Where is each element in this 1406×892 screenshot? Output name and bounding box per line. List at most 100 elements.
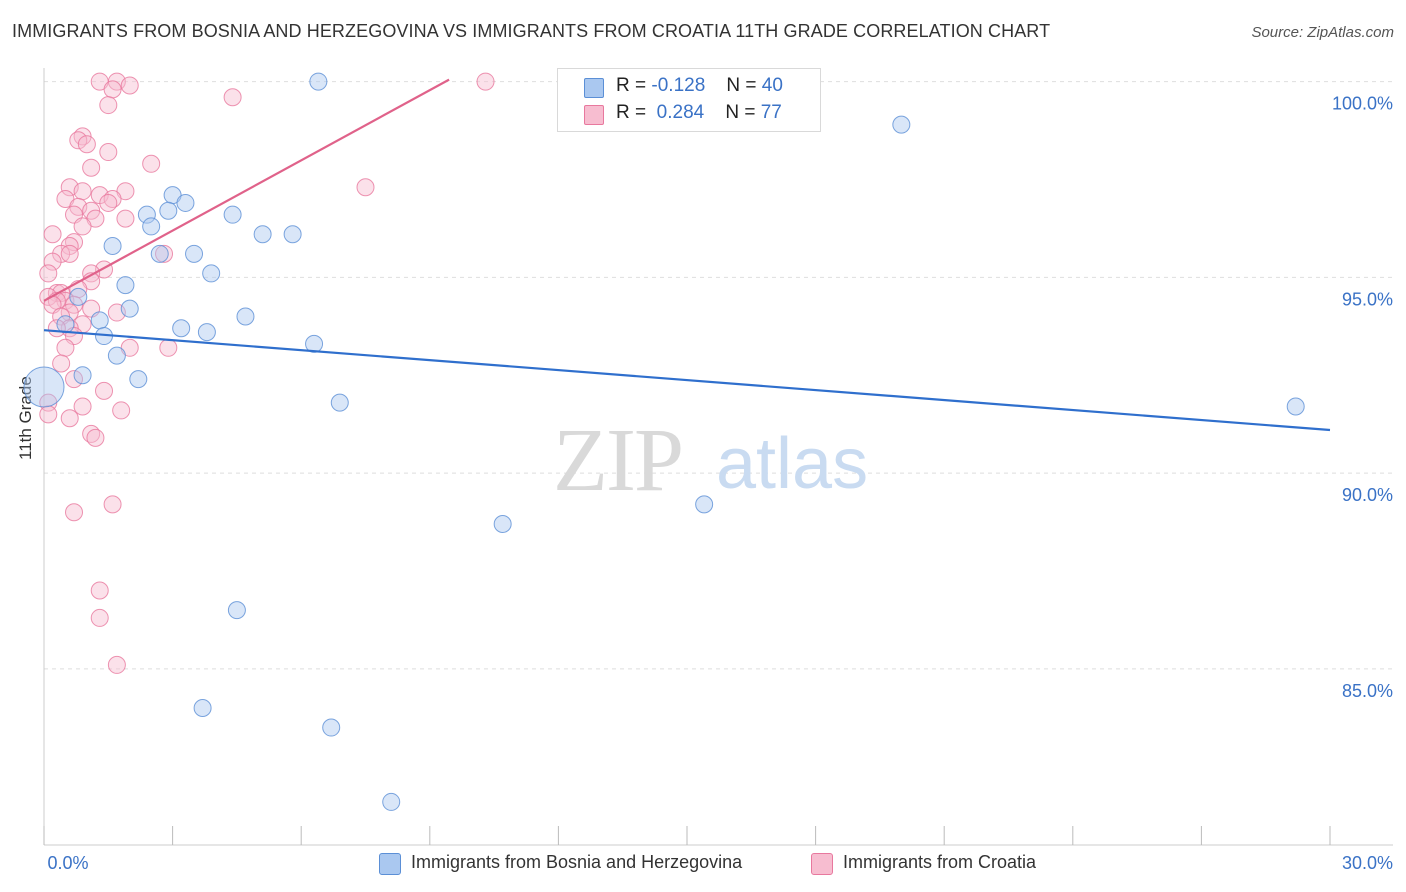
croatia-point — [73, 182, 92, 201]
croatia-point — [73, 217, 92, 236]
watermark-zip: ZIP — [553, 411, 682, 510]
croatia-point — [90, 608, 109, 627]
bosnia-points — [23, 72, 1305, 811]
x-tick-label: 30.0% — [1342, 853, 1393, 873]
bosnia-point — [322, 718, 341, 737]
croatia-point — [95, 381, 114, 400]
bosnia-point — [493, 514, 512, 533]
croatia-point — [86, 428, 105, 447]
croatia-point — [73, 397, 92, 416]
croatia-points — [39, 72, 495, 674]
croatia-point — [60, 303, 79, 322]
bosnia-point — [695, 495, 714, 514]
bosnia-point — [56, 315, 75, 334]
croatia-point — [356, 178, 375, 197]
bosnia-point — [23, 366, 65, 408]
croatia-point — [103, 80, 122, 99]
legend-r-label: R = — [616, 75, 647, 96]
croatia-point — [99, 143, 118, 162]
bosnia-point — [116, 276, 135, 295]
croatia-point — [155, 244, 174, 263]
croatia-point — [223, 88, 242, 107]
series-legend: Immigrants from Bosnia and Herzegovina I… — [0, 850, 1406, 880]
bosnia-point — [107, 346, 126, 365]
croatia-point — [103, 495, 122, 514]
croatia-point — [60, 244, 79, 263]
bosnia-point — [236, 307, 255, 326]
y-tick-label: 85.0% — [1342, 681, 1393, 701]
croatia-point — [82, 158, 101, 177]
y-tick-label: 95.0% — [1342, 289, 1393, 309]
y-tick-label: 100.0% — [1332, 94, 1393, 114]
croatia-point — [39, 264, 58, 283]
croatia-point — [43, 252, 62, 271]
trend-lines — [43, 78, 1331, 432]
bosnia-point — [69, 287, 88, 306]
croatia-point — [120, 76, 139, 95]
bosnia-point — [137, 205, 156, 224]
axes — [43, 68, 1393, 846]
bosnia-point — [120, 299, 139, 318]
bosnia-point — [129, 370, 148, 389]
bosnia-point — [382, 792, 401, 811]
legend-swatch-croatia — [584, 105, 604, 125]
chart-title: IMMIGRANTS FROM BOSNIA AND HERZEGOVINA V… — [12, 21, 1051, 41]
bosnia-point — [1286, 397, 1305, 416]
legend-r-value-croatia: 0.284 — [656, 102, 705, 123]
tick-labels: 100.0% 95.0% 90.0% 85.0% 0.0% 30.0% — [47, 94, 1393, 873]
series-swatch-croatia — [811, 853, 833, 875]
bosnia-point — [176, 193, 195, 212]
croatia-point — [65, 503, 84, 522]
bosnia-point — [185, 244, 204, 263]
croatia-point — [65, 370, 84, 389]
bosnia-point — [73, 366, 92, 385]
legend-r-label: R = — [616, 102, 647, 123]
croatia-trend-line — [43, 78, 450, 302]
source-label: Source: ZipAtlas.com — [1251, 24, 1394, 41]
bosnia-point — [197, 323, 216, 342]
bosnia-point — [330, 393, 349, 412]
legend-n-value-bosnia: 40 — [761, 75, 783, 96]
x-tick-label: 0.0% — [47, 853, 88, 873]
y-tick-label: 90.0% — [1342, 485, 1393, 505]
watermark: ZIP atlas — [553, 411, 868, 510]
bosnia-point — [305, 334, 324, 353]
series-swatch-bosnia — [379, 853, 401, 875]
bosnia-point — [103, 237, 122, 256]
croatia-point — [77, 135, 96, 154]
legend-n-label: N = — [726, 75, 757, 96]
croatia-point — [159, 338, 178, 357]
croatia-point — [90, 581, 109, 600]
bosnia-point — [193, 698, 212, 717]
croatia-point — [39, 405, 58, 424]
bosnia-point — [253, 225, 272, 244]
croatia-point — [60, 409, 79, 428]
bosnia-trend-line — [43, 329, 1331, 432]
croatia-point — [43, 225, 62, 244]
legend-n-value-croatia: 77 — [760, 102, 782, 123]
bosnia-point — [892, 115, 911, 134]
bosnia-point — [283, 225, 302, 244]
croatia-point — [99, 96, 118, 115]
legend-swatch-bosnia — [584, 78, 604, 98]
bosnia-point — [172, 319, 191, 338]
bosnia-point — [309, 72, 328, 91]
correlation-legend: R = -0.128 N = 40 R = 0.284 N = 77 — [557, 68, 821, 132]
croatia-point — [69, 131, 88, 150]
croatia-point — [116, 209, 135, 228]
gridlines — [44, 81, 1393, 670]
croatia-point — [476, 72, 495, 91]
croatia-point — [142, 154, 161, 173]
croatia-point — [107, 655, 126, 674]
series-label-bosnia: Immigrants from Bosnia and Herzegovina — [411, 852, 743, 872]
legend-n-label: N = — [725, 102, 756, 123]
series-label-croatia: Immigrants from Croatia — [843, 852, 1037, 872]
bosnia-point — [90, 311, 109, 330]
croatia-point — [52, 354, 71, 373]
bosnia-point — [202, 264, 221, 283]
bosnia-point — [227, 601, 246, 620]
croatia-point — [56, 338, 75, 357]
croatia-point — [99, 193, 118, 212]
bosnia-point — [159, 201, 178, 220]
legend-r-value-bosnia: -0.128 — [651, 75, 706, 96]
